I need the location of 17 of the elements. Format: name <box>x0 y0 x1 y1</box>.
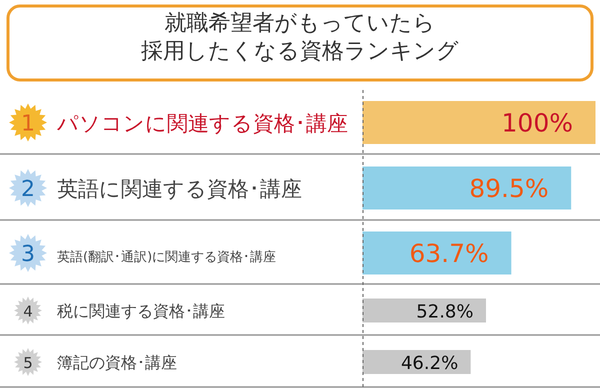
data-label: 46.2% <box>400 353 458 374</box>
y-tick-label: パソコンに関連する資格･講座 <box>56 112 348 136</box>
y-tick-label: 英語(翻訳･通訳)に関連する資格･講座 <box>57 249 276 265</box>
data-label: 100% <box>502 108 573 138</box>
text: 5 <box>23 354 33 372</box>
text: 2 <box>21 177 35 202</box>
y-tick-label: 英語に関連する資格･講座 <box>57 177 302 201</box>
data-label: 63.7% <box>409 239 489 268</box>
chart-subtitle: 採用したくなる資格ランキング <box>141 39 459 64</box>
y-tick-label: 簿記の資格･講座 <box>57 353 177 372</box>
text: 3 <box>21 242 35 267</box>
text: 4 <box>23 302 33 320</box>
data-label: 89.5% <box>469 174 549 203</box>
text: 1 <box>21 112 35 136</box>
y-tick-label: 税に関連する資格･講座 <box>57 302 225 320</box>
data-label: 52.8% <box>416 302 474 322</box>
chart-title: 就職希望者がもっていたら <box>164 11 436 36</box>
